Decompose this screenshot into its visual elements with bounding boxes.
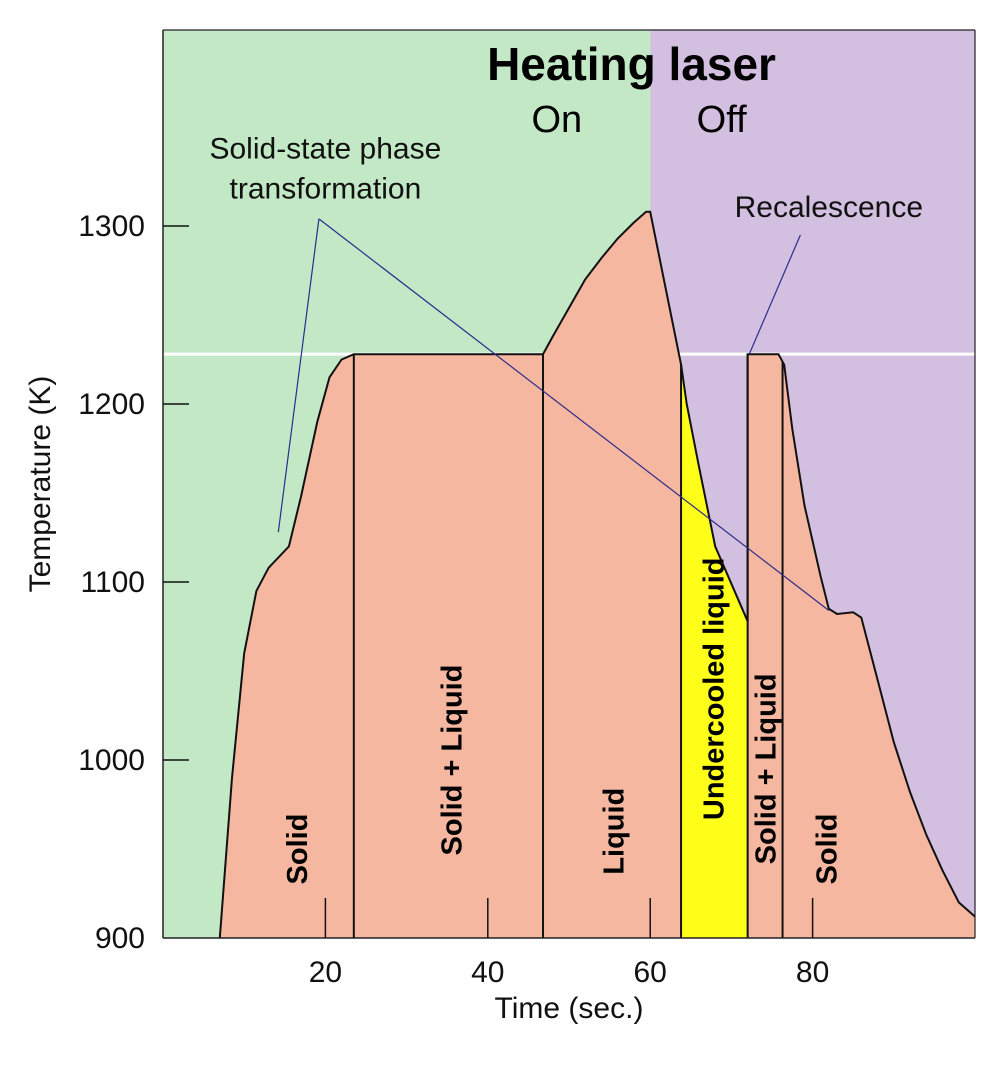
y-tick-label: 1100: [80, 566, 145, 599]
annotation-pointer-line: [318, 218, 830, 611]
phase-label: Solid: [811, 814, 843, 885]
temperature-area: [219, 211, 976, 939]
x-tick-label: 80: [796, 956, 829, 989]
laser-state-label: On: [531, 99, 582, 141]
annotation-pointer-line: [277, 218, 320, 533]
phase-label: Undercooled liquid: [699, 557, 731, 820]
x-tick-label: 20: [309, 956, 342, 989]
x-axis-label: Time (sec.): [495, 992, 644, 1025]
x-tick-label: 40: [471, 956, 504, 989]
y-tick-label: 1200: [78, 388, 145, 421]
y-axis-label: Temperature (K): [24, 376, 57, 593]
annotation-pointer-line: [748, 234, 801, 355]
undercooled-region: [681, 364, 748, 938]
temperature-curve: [218, 210, 976, 939]
phase-label: Solid: [282, 814, 314, 885]
phase-label: Liquid: [599, 788, 631, 875]
chart-title: Heating laser: [487, 38, 776, 90]
y-tick-label: 1300: [78, 210, 145, 243]
annotation-label: transformation: [230, 172, 422, 205]
annotation-label: Recalescence: [735, 191, 923, 224]
laser-state-label: Off: [697, 99, 747, 141]
phase-label: Solid + Liquid: [751, 673, 783, 864]
annotation-label: Solid-state phase: [209, 132, 441, 165]
y-tick-label: 1000: [78, 744, 145, 777]
phase-label: Solid + Liquid: [436, 665, 468, 856]
y-tick-label: 900: [95, 922, 145, 955]
x-tick-label: 60: [634, 956, 667, 989]
